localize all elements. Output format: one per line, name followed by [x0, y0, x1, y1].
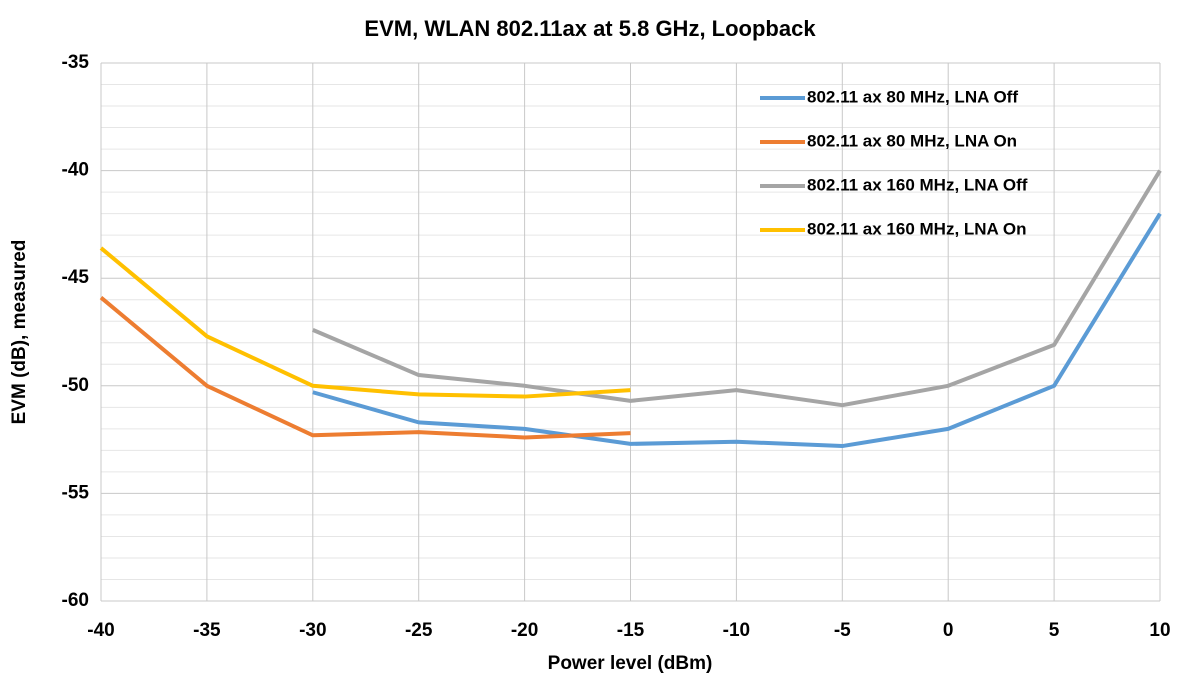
- y-tick-label: -60: [62, 590, 89, 611]
- legend-label: 802.11 ax 160 MHz, LNA Off: [807, 175, 1028, 194]
- series-line: [99, 296, 631, 440]
- x-tick-label: -30: [299, 620, 326, 641]
- x-tick-label: 5: [1049, 620, 1060, 641]
- legend-label: 802.11 ax 80 MHz, LNA On: [807, 131, 1017, 150]
- series-line: [312, 169, 1162, 408]
- x-tick-label: -25: [405, 620, 433, 641]
- series-line: [312, 212, 1162, 449]
- x-axis-label: Power level (dBm): [548, 653, 713, 674]
- x-tick-label: 0: [943, 620, 954, 641]
- y-tick-label: -40: [62, 160, 89, 181]
- x-tick-label: -35: [193, 620, 221, 641]
- legend-label: 802.11 ax 160 MHz, LNA On: [807, 219, 1027, 238]
- x-tick-label: -10: [723, 620, 750, 641]
- x-tick-label: -40: [87, 620, 114, 641]
- x-tick-label: -15: [617, 620, 645, 641]
- x-tick-label: -20: [511, 620, 538, 641]
- y-tick-label: -35: [62, 52, 90, 73]
- y-tick-label: -55: [62, 482, 90, 503]
- chart-title: EVM, WLAN 802.11ax at 5.8 GHz, Loopback: [364, 16, 816, 41]
- y-tick-label: -45: [62, 267, 90, 288]
- series-line: [99, 246, 631, 399]
- x-tick-label: -5: [834, 620, 851, 641]
- x-tick-label: 10: [1149, 620, 1170, 641]
- y-axis-label: EVM (dB), measured: [9, 240, 30, 425]
- legend-label: 802.11 ax 80 MHz, LNA Off: [807, 87, 1018, 106]
- y-tick-label: -50: [62, 375, 89, 396]
